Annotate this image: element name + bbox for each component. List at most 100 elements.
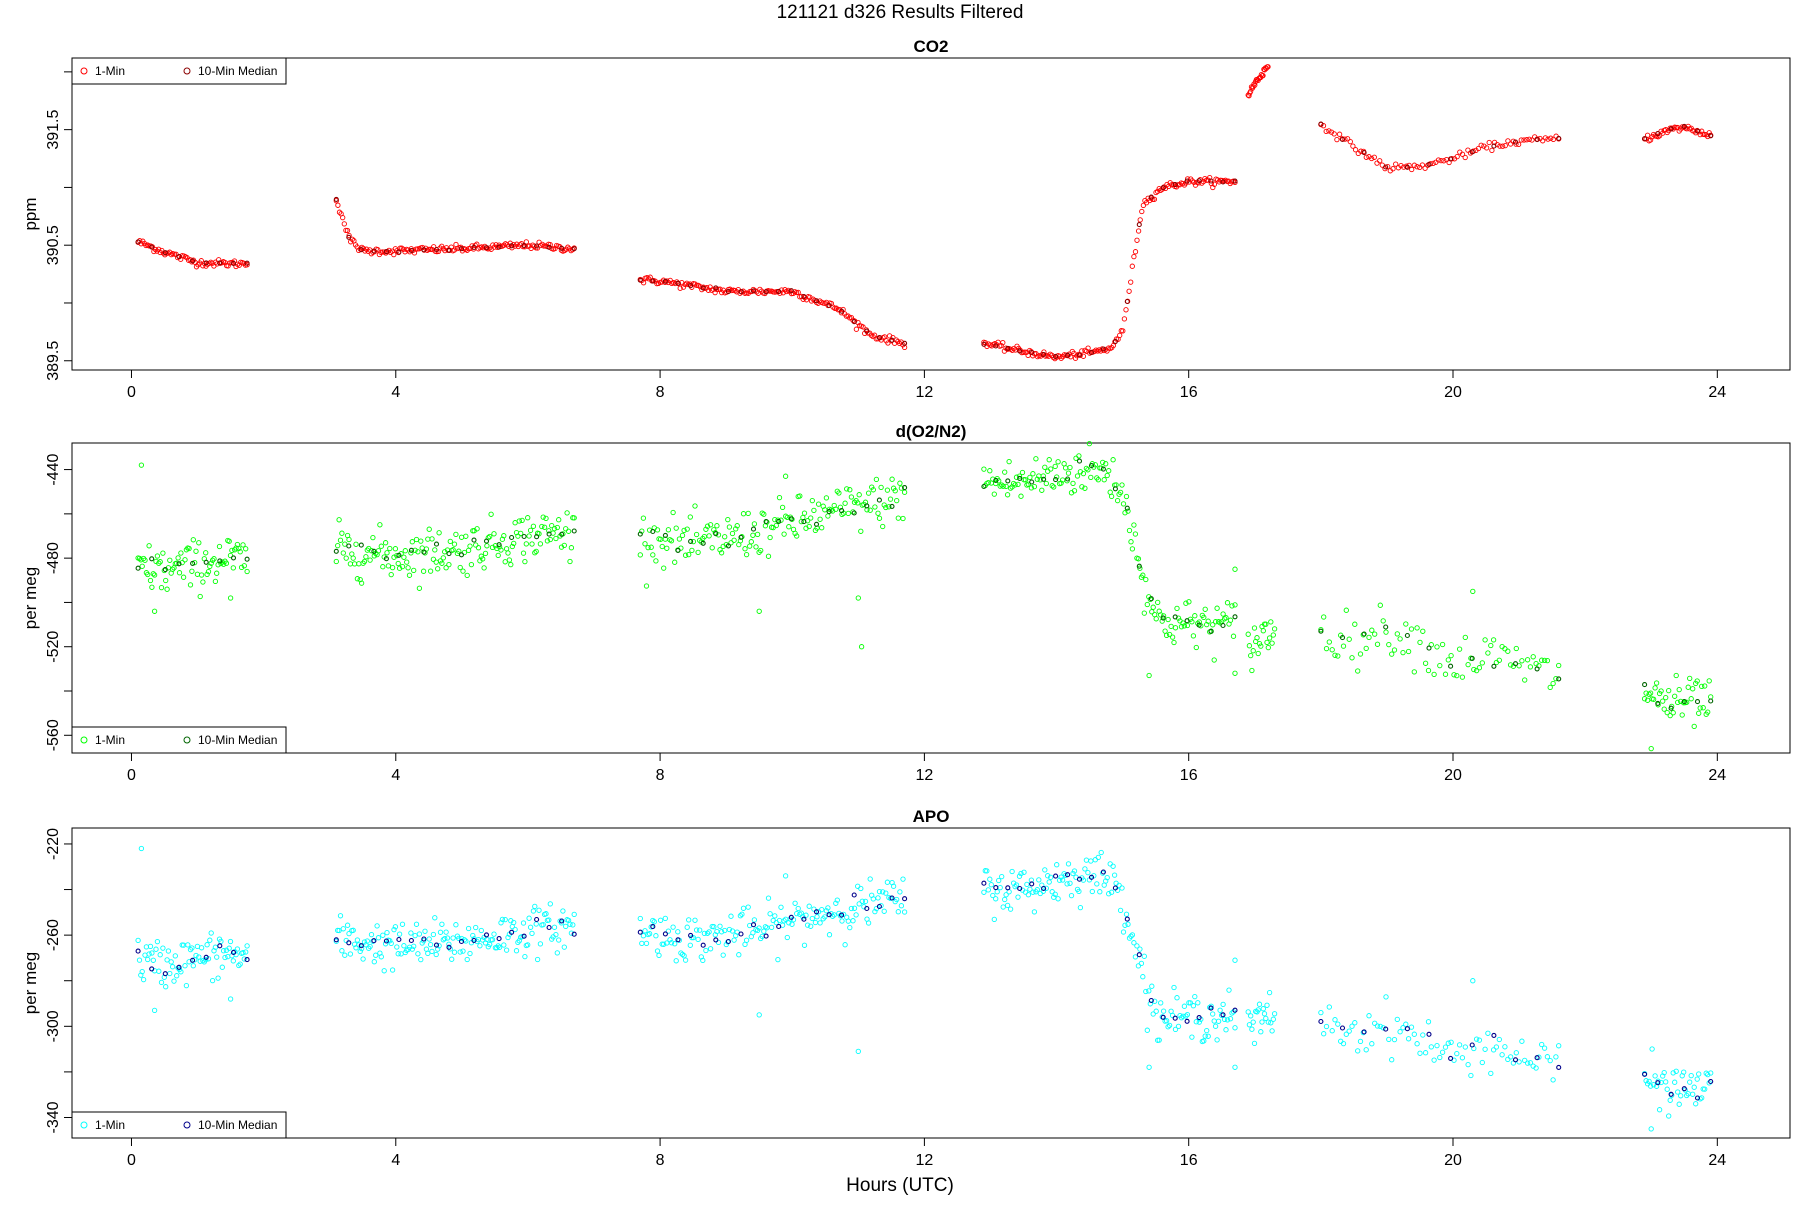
median-point — [149, 244, 155, 250]
one-min-point — [204, 942, 210, 948]
one-min-point — [1079, 484, 1085, 490]
one-min-point — [851, 905, 858, 911]
median-point — [1318, 121, 1324, 127]
median-point — [471, 244, 477, 250]
one-min-point — [464, 956, 470, 963]
one-min-point — [1158, 612, 1164, 618]
one-min-point — [1000, 339, 1006, 346]
median-point — [371, 938, 377, 944]
median-point — [1339, 635, 1346, 641]
one-min-point — [1550, 136, 1557, 143]
one-min-point — [392, 546, 399, 552]
one-min-point — [1088, 858, 1094, 864]
x-tick-label: 20 — [1444, 384, 1462, 401]
one-min-point — [402, 548, 408, 554]
one-min-point — [447, 538, 453, 545]
one-min-point — [1648, 1126, 1654, 1132]
one-min-point — [1260, 628, 1266, 634]
one-min-point — [429, 948, 435, 955]
one-min-point — [1690, 686, 1696, 692]
one-min-point — [1255, 650, 1261, 657]
median-point — [483, 538, 490, 544]
one-min-point — [1694, 678, 1700, 684]
one-min-point — [1326, 128, 1332, 134]
one-min-point — [212, 578, 219, 585]
median-point — [1681, 1086, 1687, 1092]
one-min-point — [149, 584, 155, 590]
one-min-point — [164, 957, 170, 963]
one-min-point — [211, 556, 217, 562]
one-min-point — [795, 905, 801, 912]
median-point — [396, 249, 402, 255]
one-min-point — [1224, 600, 1231, 606]
median-point — [876, 903, 882, 910]
one-min-point — [368, 548, 375, 554]
one-min-point — [1522, 677, 1528, 683]
one-min-point — [812, 919, 819, 926]
one-min-point — [1061, 461, 1067, 467]
one-min-point — [209, 977, 216, 984]
one-min-point — [1138, 960, 1145, 967]
one-min-point — [1268, 619, 1274, 625]
one-min-point — [1422, 660, 1429, 666]
median-point — [738, 289, 744, 295]
one-min-point — [391, 251, 397, 258]
one-min-point — [1134, 237, 1140, 243]
one-min-point — [1202, 606, 1208, 612]
one-min-point — [443, 565, 449, 571]
x-tick-label: 16 — [1180, 1152, 1198, 1169]
one-min-point — [1192, 993, 1198, 1000]
one-min-point — [878, 484, 884, 491]
one-min-point — [418, 538, 424, 544]
one-min-point — [178, 969, 184, 975]
median-point — [1556, 135, 1562, 141]
one-min-point — [756, 925, 762, 931]
x-tick-label: 24 — [1708, 384, 1726, 401]
median-point — [864, 503, 870, 509]
one-min-point — [1318, 1009, 1324, 1016]
one-min-point — [665, 928, 672, 934]
one-min-point — [1522, 1057, 1528, 1064]
one-min-point — [167, 557, 173, 563]
median-point — [1426, 161, 1432, 167]
one-min-point — [1015, 481, 1021, 488]
median-point — [1318, 1018, 1324, 1025]
median-point — [1136, 563, 1142, 569]
one-min-point — [460, 568, 466, 574]
one-min-point — [158, 979, 165, 986]
median-point — [826, 912, 832, 918]
one-min-point — [183, 982, 190, 989]
one-min-point — [772, 913, 778, 919]
one-min-point — [764, 925, 770, 931]
one-min-point — [551, 924, 558, 930]
one-min-point — [1000, 904, 1006, 910]
one-min-point — [987, 468, 993, 474]
one-min-point — [1134, 943, 1140, 949]
one-min-point — [339, 948, 345, 954]
one-min-point — [1048, 874, 1054, 880]
one-min-point — [665, 527, 672, 533]
median-point — [662, 278, 668, 284]
one-min-point — [1329, 1028, 1335, 1034]
one-min-point — [1190, 1003, 1197, 1009]
one-min-point — [1519, 658, 1525, 664]
one-min-point — [502, 916, 508, 923]
one-min-point — [809, 497, 815, 504]
y-tick-label: 389.5 — [45, 341, 62, 381]
median-point — [521, 933, 527, 939]
one-min-point — [1414, 1041, 1420, 1047]
one-min-point — [547, 901, 553, 907]
median-point — [1534, 666, 1540, 672]
one-min-point — [399, 921, 406, 927]
median-point — [713, 531, 719, 537]
one-min-point — [333, 198, 339, 204]
median-point — [244, 957, 250, 963]
one-min-point — [237, 961, 243, 967]
one-min-point — [1180, 180, 1186, 187]
one-min-point — [1000, 483, 1006, 489]
median-point — [1220, 1012, 1226, 1018]
one-min-point — [715, 286, 722, 292]
one-min-point — [740, 511, 747, 517]
one-min-point — [336, 209, 343, 215]
one-min-point — [1545, 136, 1551, 142]
